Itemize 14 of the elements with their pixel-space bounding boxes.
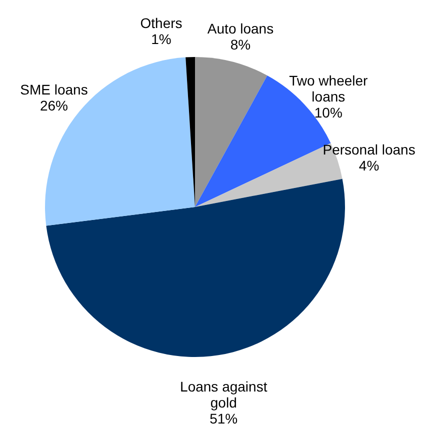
data-label: 51% [210, 410, 238, 426]
data-label: 8% [230, 36, 251, 53]
data-label: 10% [314, 104, 342, 121]
slice-label: SME loans [20, 81, 88, 98]
data-label: 1% [151, 31, 172, 48]
slice-label: Auto loans [207, 20, 274, 37]
data-label: 26% [40, 97, 68, 114]
slice-label: Personal loans [322, 141, 416, 158]
data-label: 4% [358, 157, 380, 174]
pie-slice [46, 178, 345, 357]
slice-label: Loans against gold [180, 378, 268, 411]
pie-slice [195, 57, 268, 207]
slice-label: Two wheeler loans [289, 72, 368, 105]
slice-label: Others [140, 15, 182, 32]
